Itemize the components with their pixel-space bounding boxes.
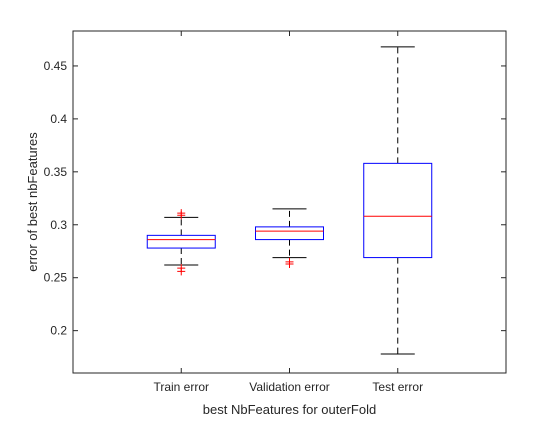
x-tick-label: Test error bbox=[372, 380, 423, 394]
boxes-layer bbox=[146, 46, 433, 355]
y-tick-label: 0.3 bbox=[50, 218, 67, 232]
box-2 bbox=[255, 208, 324, 268]
outlier-marker bbox=[285, 259, 294, 268]
x-tick-label: Validation error bbox=[249, 380, 329, 394]
y-tick-label: 0.4 bbox=[50, 112, 67, 126]
y-axis-label: error of best nbFeatures bbox=[25, 132, 40, 272]
box-3 bbox=[363, 46, 433, 355]
iqr-box bbox=[363, 162, 433, 259]
y-tick-label: 0.25 bbox=[44, 271, 68, 285]
y-tick-label: 0.2 bbox=[50, 324, 67, 338]
box-1 bbox=[146, 209, 216, 276]
iqr-box bbox=[146, 234, 216, 249]
y-tick-label: 0.35 bbox=[44, 165, 68, 179]
y-tick-label: 0.45 bbox=[44, 59, 68, 73]
iqr-box bbox=[255, 226, 324, 241]
plot-area bbox=[73, 31, 506, 373]
outlier-marker bbox=[177, 267, 186, 276]
x-axis-label: best NbFeatures for outerFold bbox=[203, 402, 376, 417]
x-tick-label: Train error bbox=[153, 380, 209, 394]
ticks-layer: 0.2 0.25 0.3 0.35 0.4 0.45 Train error Validati… bbox=[44, 31, 506, 394]
outlier-marker bbox=[177, 211, 186, 220]
